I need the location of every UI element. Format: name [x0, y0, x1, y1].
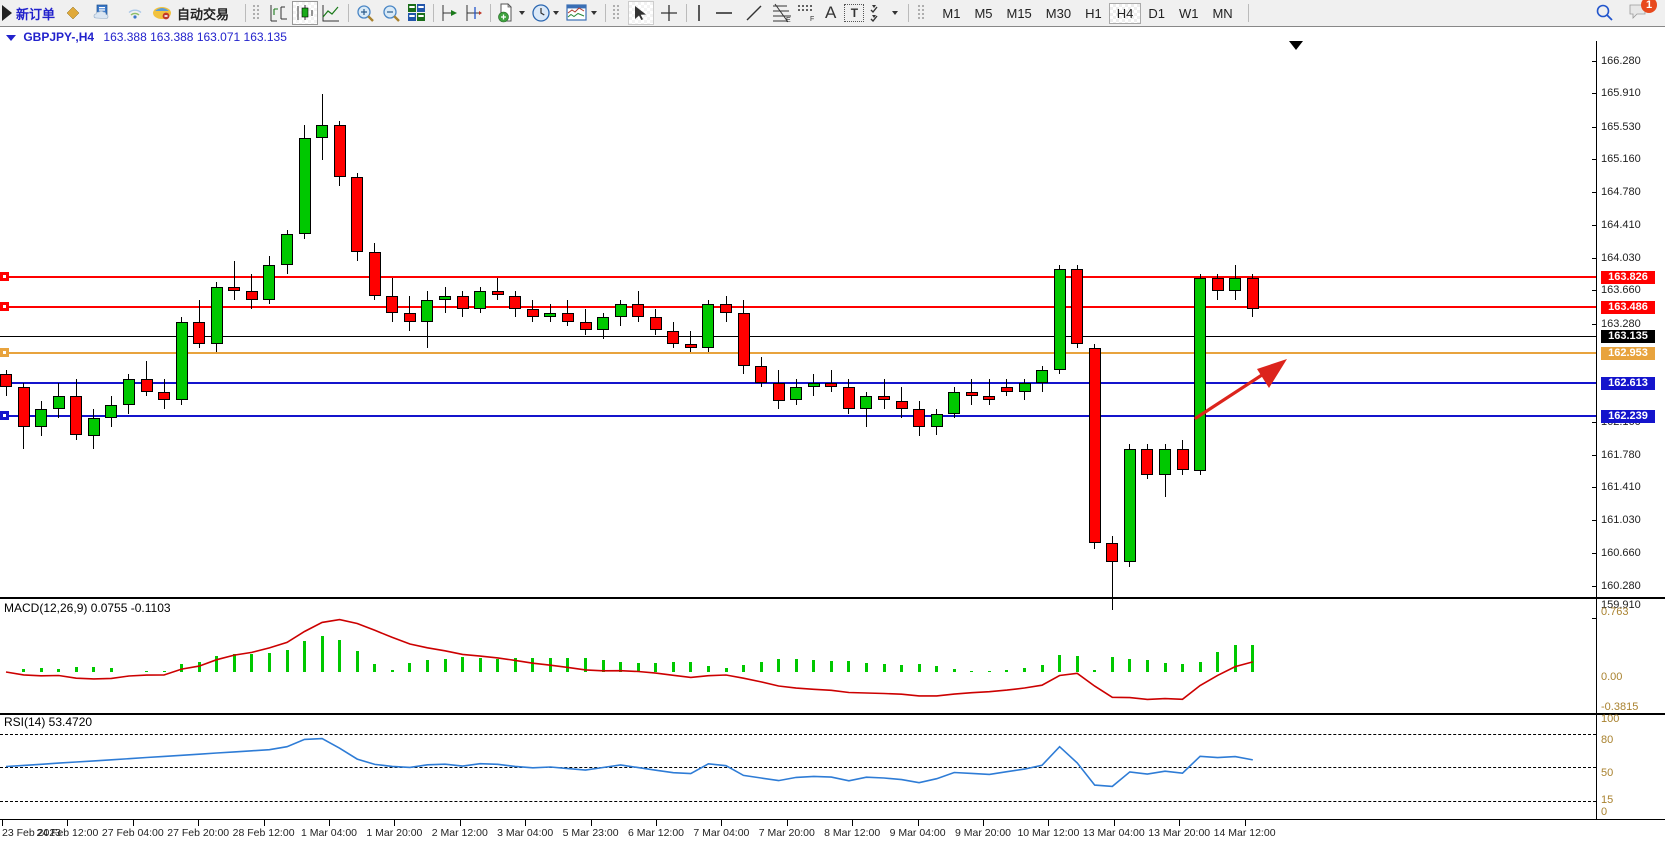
svg-text:F: F	[810, 16, 814, 22]
svg-text:E: E	[786, 17, 791, 23]
